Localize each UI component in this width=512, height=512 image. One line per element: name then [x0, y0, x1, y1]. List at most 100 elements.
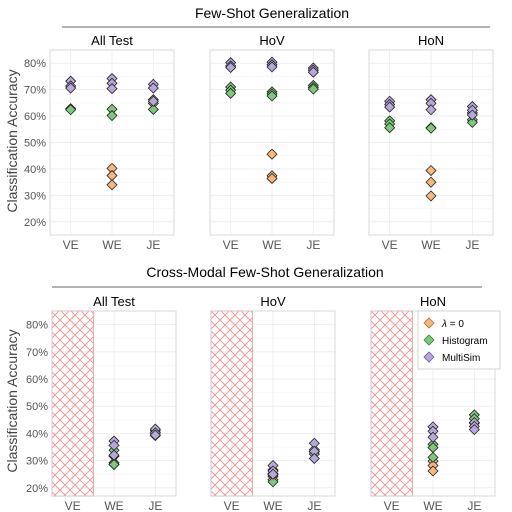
x-tick-label: JE: [307, 499, 321, 512]
y-tick-label: 30%: [26, 456, 48, 468]
y-axis-label-top: Classification Accuracy: [4, 69, 20, 212]
legend-marker-green: [423, 334, 435, 346]
data-point-histogram: [65, 104, 77, 116]
x-tick-label: VE: [384, 499, 400, 512]
panel-title: HoN: [418, 33, 444, 48]
hatched-region-ve: [51, 310, 94, 497]
data-point-histogram: [225, 87, 237, 99]
legend-label-multisim: MultiSim: [442, 353, 480, 364]
data-point-histogram: [108, 458, 120, 471]
data-point-lambda-zero: [425, 176, 437, 188]
y-tick-label: 50%: [26, 401, 48, 413]
legend-item-multisim: MultiSim: [423, 351, 480, 364]
data-point-multisim: [65, 82, 77, 94]
plot-border: [51, 310, 177, 497]
hatched-region-ve: [210, 310, 253, 497]
x-tick-label: VE: [382, 238, 398, 252]
data-point-multisim: [108, 449, 120, 461]
legend-label-lambda-zero: λ = 0: [441, 319, 464, 330]
x-tick-label: WE: [104, 499, 123, 512]
plot-border: [49, 49, 175, 236]
x-tick-label: JE: [146, 238, 160, 252]
x-tick-label: JE: [465, 238, 479, 252]
panel-title: HoN: [420, 294, 446, 309]
plot-border: [210, 310, 336, 497]
data-point-multisim: [425, 104, 437, 116]
legend-label-eq-zero: = 0: [447, 319, 464, 330]
x-tick-label: WE: [423, 499, 442, 512]
x-tick-label: VE: [65, 499, 81, 512]
x-tick-label: VE: [223, 238, 239, 252]
panel-title: All Test: [91, 33, 133, 48]
panel-title: HoV: [259, 33, 285, 48]
data-point-multisim: [267, 468, 279, 480]
y-tick-label: 40%: [24, 164, 46, 176]
data-point-histogram: [427, 451, 439, 463]
section-title-few-shot: Few-Shot Generalization: [195, 5, 349, 21]
chart-panel: HoN VE WE JE: [368, 33, 494, 252]
data-point-histogram: [106, 109, 118, 122]
y-tick-label: 40%: [26, 428, 48, 440]
legend-marker-purple: [423, 351, 435, 363]
panel-title: HoV: [260, 294, 286, 309]
data-point-histogram: [425, 122, 437, 134]
x-tick-label: WE: [263, 499, 282, 512]
plot-border: [368, 49, 494, 236]
hatched-region-ve: [370, 310, 413, 497]
data-point-multisim: [106, 83, 118, 95]
data-point-multisim: [468, 424, 480, 436]
section-title-cross-modal: Cross-Modal Few-Shot Generalization: [146, 264, 383, 280]
legend-marker-orange: [423, 317, 435, 329]
data-point-multisim: [147, 95, 159, 107]
data-point-multisim: [427, 431, 439, 443]
y-tick-label: 30%: [24, 190, 46, 202]
plot-border: [209, 49, 335, 236]
data-point-histogram: [384, 122, 396, 134]
data-point-histogram: [266, 90, 278, 102]
data-point-lambda-zero: [266, 172, 278, 185]
data-point-multisim: [466, 109, 478, 121]
x-tick-label: WE: [262, 238, 281, 252]
y-tick-label: 60%: [26, 374, 48, 386]
data-point-multisim: [225, 61, 237, 74]
x-tick-label: JE: [148, 499, 162, 512]
x-tick-label: VE: [63, 238, 79, 252]
y-tick-label: 20%: [26, 483, 48, 495]
data-point-multisim: [384, 101, 396, 113]
data-point-multisim: [307, 66, 319, 78]
chart-panel: All Test VE WE JE 20% 30% 40% 50% 60% 70% 80%: [24, 33, 175, 252]
y-tick-label: 80%: [26, 320, 48, 332]
x-tick-label: JE: [467, 499, 481, 512]
data-point-histogram: [466, 116, 478, 128]
y-tick-label: 60%: [24, 111, 46, 123]
data-point-multisim: [266, 61, 278, 73]
y-tick-label: 70%: [26, 347, 48, 359]
y-axis-label-bottom: Classification Accuracy: [4, 329, 20, 472]
y-tick-label: 20%: [24, 217, 46, 229]
data-point-lambda-zero: [425, 190, 437, 202]
panel-title: All Test: [93, 294, 135, 309]
x-tick-label: WE: [102, 238, 121, 252]
chart-panel: HoV VE WE JE: [209, 33, 335, 252]
legend: λ = 0 Histogram MultiSim: [417, 310, 501, 370]
data-point-multisim: [147, 82, 159, 94]
x-tick-label: WE: [421, 238, 440, 252]
y-tick-label: 70%: [24, 85, 46, 97]
data-point-lambda-zero: [427, 465, 439, 477]
data-point-histogram: [307, 83, 319, 95]
data-point-histogram: [267, 476, 279, 488]
legend-item-lambda-zero: λ = 0: [423, 317, 464, 330]
data-point-lambda-zero: [266, 148, 278, 160]
data-point-multisim: [149, 429, 161, 441]
chart-panel: HoV VE WE JE: [210, 294, 336, 512]
y-tick-label: 50%: [24, 138, 46, 150]
chart-panel: All Test VE WE JE 20% 30% 40% 50% 60% 70% 80%: [26, 294, 177, 512]
data-point-lambda-zero: [425, 164, 437, 177]
data-point-lambda-zero: [106, 179, 118, 191]
data-point-histogram: [147, 103, 159, 116]
legend-label-histogram: Histogram: [442, 336, 488, 347]
x-tick-label: JE: [306, 238, 320, 252]
legend-item-histogram: Histogram: [423, 334, 488, 347]
data-point-multisim: [308, 452, 320, 465]
